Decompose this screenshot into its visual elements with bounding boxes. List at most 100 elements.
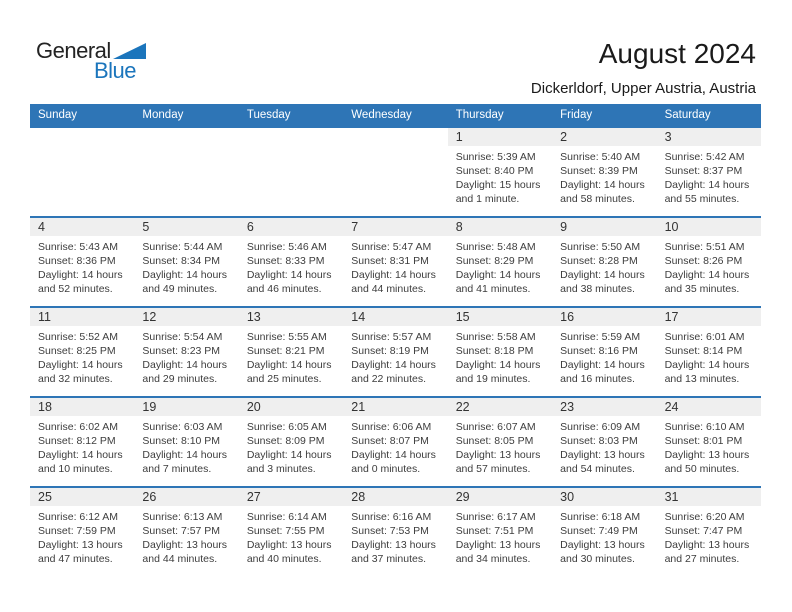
day-details: Sunrise: 6:03 AM Sunset: 8:10 PM Daylight:… [134, 416, 238, 476]
weekday-header-friday: Friday [560, 109, 593, 121]
sunset-text: Sunset: 8:37 PM [664, 165, 743, 177]
day-number-band: 28 [343, 488, 448, 506]
day-number-band: 2 [552, 128, 657, 146]
sunrise-text: Sunrise: 6:18 AM [560, 511, 641, 523]
day-number-band [30, 128, 134, 146]
daylight-text-line1: Daylight: 13 hours [664, 449, 750, 461]
sunset-text: Sunset: 7:51 PM [455, 525, 534, 537]
sunrise-text: Sunrise: 5:58 AM [455, 331, 536, 343]
day-number-band: 19 [134, 398, 239, 416]
sunrise-text: Sunrise: 6:16 AM [351, 511, 432, 523]
day-details: Sunrise: 5:50 AM Sunset: 8:28 PM Daylight:… [552, 236, 656, 296]
day-number: 13 [246, 310, 261, 324]
daylight-text-line2: and 38 minutes. [560, 283, 635, 295]
day-number-band: 15 [447, 308, 553, 326]
daylight-text-line2: and 35 minutes. [664, 283, 740, 295]
day-cell: 9 Sunrise: 5:50 AM Sunset: 8:28 PM Daylight… [552, 218, 657, 306]
daylight-text-line2: and 46 minutes. [246, 283, 322, 295]
day-details: Sunrise: 6:12 AM Sunset: 7:59 PM Daylight:… [30, 506, 134, 566]
daylight-text-line1: Daylight: 13 hours [664, 539, 750, 551]
daylight-text-line1: Daylight: 14 hours [142, 449, 228, 461]
weeks-container: 1 Sunrise: 5:39 AM Sunset: 8:40 PM Daylight… [30, 126, 761, 576]
day-number-band: 21 [343, 398, 448, 416]
day-number-band: 18 [30, 398, 135, 416]
sunrise-text: Sunrise: 6:12 AM [38, 511, 118, 523]
day-number: 10 [664, 220, 679, 234]
day-number-band: 1 [447, 128, 553, 146]
day-number: 27 [246, 490, 261, 504]
day-number-band: 20 [238, 398, 344, 416]
day-cell: 8 Sunrise: 5:48 AM Sunset: 8:29 PM Daylight… [447, 218, 553, 306]
day-cell: 28 Sunrise: 6:16 AM Sunset: 7:53 PM Dayligh… [343, 488, 448, 576]
sunset-text: Sunset: 8:31 PM [351, 255, 429, 267]
day-cell: 16 Sunrise: 5:59 AM Sunset: 8:16 PM Dayligh… [552, 308, 657, 396]
daylight-text-line1: Daylight: 14 hours [38, 359, 123, 371]
day-number-band: 5 [134, 218, 239, 236]
daylight-text-line1: Daylight: 13 hours [560, 539, 645, 551]
day-cell: 13 Sunrise: 5:55 AM Sunset: 8:21 PM Dayligh… [238, 308, 344, 396]
daylight-text-line1: Daylight: 14 hours [560, 179, 645, 191]
day-number: 16 [560, 310, 575, 324]
day-details: Sunrise: 5:58 AM Sunset: 8:18 PM Daylight:… [448, 326, 552, 386]
daylight-text-line2: and 49 minutes. [142, 283, 218, 295]
sunset-text: Sunset: 8:14 PM [664, 345, 743, 357]
day-cell: 7 Sunrise: 5:47 AM Sunset: 8:31 PM Daylight… [343, 218, 448, 306]
day-cell: 12 Sunrise: 5:54 AM Sunset: 8:23 PM Dayligh… [134, 308, 239, 396]
daylight-text-line2: and 52 minutes. [38, 283, 113, 295]
day-number: 17 [664, 310, 679, 324]
sunset-text: Sunset: 8:39 PM [560, 165, 638, 177]
day-details: Sunrise: 6:02 AM Sunset: 8:12 PM Daylight:… [30, 416, 134, 476]
sunrise-text: Sunrise: 6:17 AM [455, 511, 536, 523]
sunset-text: Sunset: 8:05 PM [455, 435, 534, 447]
weekday-header-sunday: Sunday [38, 109, 78, 121]
weekday-header-thursday: Thursday [455, 109, 504, 121]
daylight-text-line2: and 10 minutes. [38, 463, 113, 475]
day-number-band: 23 [552, 398, 657, 416]
daylight-text-line2: and 13 minutes. [664, 373, 740, 385]
day-details: Sunrise: 5:42 AM Sunset: 8:37 PM Daylight:… [657, 146, 761, 206]
day-details: Sunrise: 6:10 AM Sunset: 8:01 PM Daylight:… [657, 416, 761, 476]
sunset-text: Sunset: 8:23 PM [142, 345, 221, 357]
sunrise-text: Sunrise: 6:14 AM [246, 511, 327, 523]
daylight-text-line2: and 27 minutes. [664, 553, 740, 565]
sunset-text: Sunset: 8:21 PM [246, 345, 325, 357]
day-details: Sunrise: 5:43 AM Sunset: 8:36 PM Daylight:… [30, 236, 134, 296]
sunrise-text: Sunrise: 6:20 AM [664, 511, 745, 523]
week-row: 25 Sunrise: 6:12 AM Sunset: 7:59 PM Dayligh… [30, 486, 761, 576]
sunrise-text: Sunrise: 6:05 AM [246, 421, 327, 433]
day-number-band: 7 [343, 218, 448, 236]
sunset-text: Sunset: 8:29 PM [455, 255, 534, 267]
day-cell: 6 Sunrise: 5:46 AM Sunset: 8:33 PM Daylight… [238, 218, 344, 306]
sunrise-text: Sunrise: 6:02 AM [38, 421, 118, 433]
daylight-text-line2: and 41 minutes. [455, 283, 531, 295]
sunset-text: Sunset: 7:47 PM [664, 525, 743, 537]
daylight-text-line2: and 58 minutes. [560, 193, 635, 205]
day-details: Sunrise: 5:39 AM Sunset: 8:40 PM Daylight:… [448, 146, 552, 206]
day-details: Sunrise: 6:07 AM Sunset: 8:05 PM Daylight:… [448, 416, 552, 476]
sunset-text: Sunset: 8:26 PM [664, 255, 743, 267]
day-number: 4 [38, 220, 45, 234]
daylight-text-line1: Daylight: 13 hours [455, 449, 541, 461]
sunset-text: Sunset: 8:16 PM [560, 345, 638, 357]
day-cell: 5 Sunrise: 5:44 AM Sunset: 8:34 PM Daylight… [134, 218, 239, 306]
day-details: Sunrise: 5:47 AM Sunset: 8:31 PM Daylight:… [343, 236, 447, 296]
daylight-text-line1: Daylight: 13 hours [38, 539, 123, 551]
daylight-text-line1: Daylight: 14 hours [351, 359, 436, 371]
empty-day-cell [343, 128, 447, 216]
day-details: Sunrise: 6:17 AM Sunset: 7:51 PM Daylight:… [448, 506, 552, 566]
day-number: 22 [455, 400, 470, 414]
daylight-text-line2: and 47 minutes. [38, 553, 113, 565]
weekday-header-monday: Monday [142, 109, 184, 121]
sunrise-text: Sunrise: 6:07 AM [455, 421, 536, 433]
day-number-band: 27 [238, 488, 344, 506]
sunrise-text: Sunrise: 5:46 AM [246, 241, 327, 253]
daylight-text-line2: and 30 minutes. [560, 553, 635, 565]
day-cell: 11 Sunrise: 5:52 AM Sunset: 8:25 PM Dayligh… [30, 308, 135, 396]
daylight-text-line1: Daylight: 15 hours [455, 179, 541, 191]
day-details: Sunrise: 6:09 AM Sunset: 8:03 PM Daylight:… [552, 416, 656, 476]
day-cell: 3 Sunrise: 5:42 AM Sunset: 8:37 PM Daylight… [656, 128, 761, 216]
daylight-text-line1: Daylight: 13 hours [246, 539, 332, 551]
sunset-text: Sunset: 8:40 PM [455, 165, 534, 177]
sunrise-text: Sunrise: 6:01 AM [664, 331, 745, 343]
